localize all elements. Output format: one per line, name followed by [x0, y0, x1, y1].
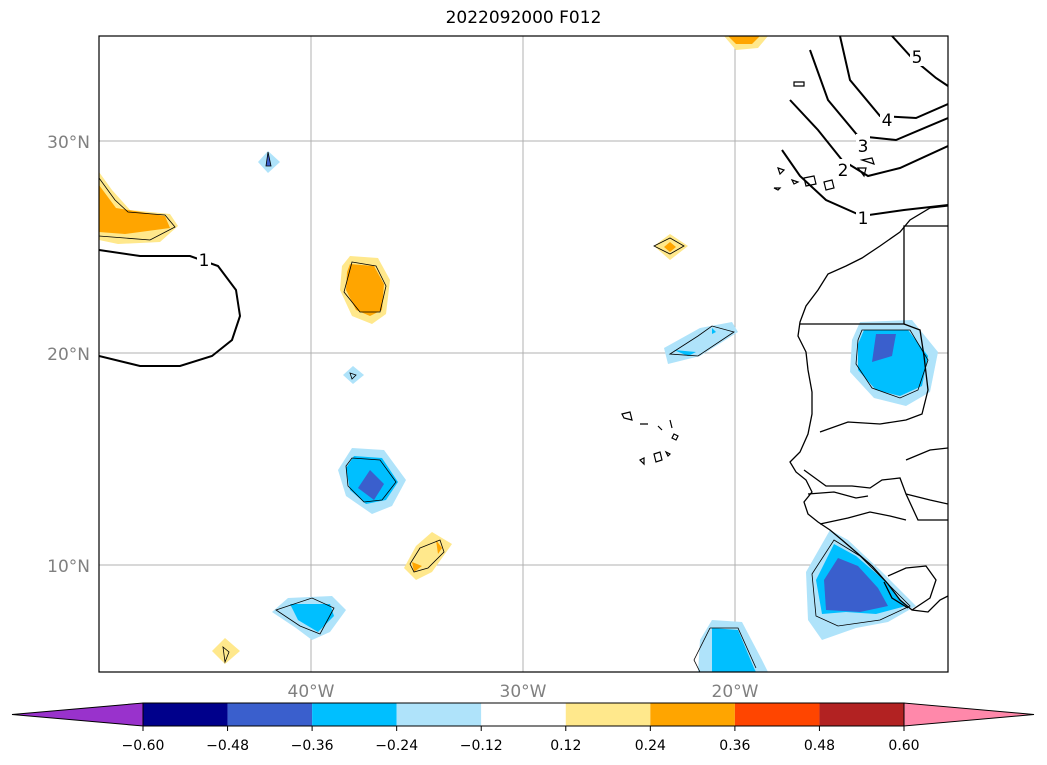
colorbar-tick-label: 0.24: [635, 738, 666, 754]
contour-label: 5: [912, 48, 923, 68]
colorbar-frame: [142, 702, 905, 727]
africa-coastline: [789, 205, 948, 613]
colorbar-tick-label: 0.48: [804, 738, 835, 754]
colorbar-cell: [227, 703, 313, 726]
colorbar-cell: [650, 703, 735, 726]
lon-label-20w: 20°W: [712, 682, 759, 702]
contour-label: 4: [882, 111, 893, 131]
colorbar-extend-high: [903, 702, 1035, 727]
colorbar-tick-label: −0.36: [291, 738, 334, 754]
positive-anomaly-6n: [212, 638, 240, 664]
colorbar-tick-label: −0.48: [206, 738, 249, 754]
colorbar-cell: [819, 703, 904, 726]
colorbar-tick-label: −0.24: [375, 738, 418, 754]
colorbar-cell: [396, 703, 482, 726]
colorbar-cell: [565, 703, 651, 726]
contour-label-group: 1 1 2 3 4 5: [197, 46, 924, 271]
coastlines: [789, 205, 948, 613]
colorbar-cells: [11, 702, 1035, 727]
colorbar-cell: [481, 703, 566, 726]
colorbar-tick-label: 0.36: [719, 738, 750, 754]
border-mali-east: [905, 447, 948, 505]
contour-label: 2: [838, 161, 849, 181]
shaded-anomalies: [99, 36, 938, 672]
contour-1-east: [781, 149, 948, 218]
colorbar-cell: [312, 703, 397, 726]
islands: [621, 81, 875, 466]
lon-label-30w: 30°W: [500, 682, 547, 702]
contour-label: 1: [199, 251, 210, 271]
border-mauritania-mali: [819, 323, 929, 433]
colorbar-cell: [143, 703, 228, 726]
border-guinea: [819, 511, 937, 611]
map-plot-area: 1 1 2 3 4 5: [99, 36, 948, 672]
colorbar-tick-label: 0.12: [550, 738, 581, 754]
colorbar-tick-label: 0.60: [888, 738, 919, 754]
contour-1-west: [99, 249, 242, 367]
contour-label: 1: [858, 209, 869, 229]
border-western-sahara: [800, 225, 948, 325]
colorbar-extend-low: [11, 702, 144, 727]
contour-2: [789, 99, 948, 178]
border-senegal: [803, 469, 948, 521]
latitude-labels: 30°N 20°N 10°N: [47, 133, 90, 577]
negative-anomaly-small-mid: [343, 366, 364, 384]
lon-label-40w: 40°W: [288, 682, 335, 702]
contour-5: [891, 36, 948, 87]
lat-label-20n: 20°N: [47, 345, 90, 365]
colorbar-cell: [734, 703, 820, 726]
border-gambia: [807, 491, 869, 499]
map-title: 2022092000 F012: [445, 8, 602, 28]
lat-label-10n: 10°N: [47, 557, 90, 577]
colorbar-tick-label: −0.12: [460, 738, 503, 754]
colorbar-ticks: −0.60 −0.48 −0.36 −0.24 −0.12 0.12 0.24 0.36 0.4…: [122, 726, 920, 754]
colorbar-tick-label: −0.60: [122, 738, 165, 754]
lat-label-30n: 30°N: [47, 133, 90, 153]
contour-label: 3: [858, 137, 869, 157]
canary-islands: [773, 81, 875, 191]
contour-lines: [99, 36, 948, 367]
longitude-labels: 40°W 30°W 20°W: [288, 682, 759, 702]
map-frame: [98, 35, 949, 673]
border-sierraleone: [883, 581, 909, 609]
colorbar: −0.60 −0.48 −0.36 −0.24 −0.12 0.12 0.24 0.36 0.4…: [11, 702, 1035, 754]
cape-verde-islands: [621, 411, 679, 466]
